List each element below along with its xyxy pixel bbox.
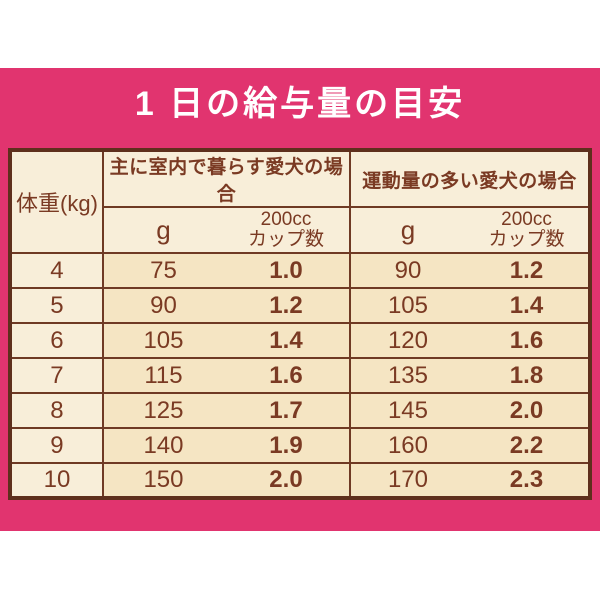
indoor-cups-cell: 1.2	[222, 287, 351, 323]
group-header-active: 運動量の多い愛犬の場合	[349, 149, 590, 207]
indoor-grams-cell: 90	[102, 287, 223, 323]
active-grams-cell: 160	[349, 427, 465, 463]
weight-cell: 9	[9, 427, 104, 463]
table-row: 10 150 2.0 170 2.3	[9, 462, 590, 498]
active-cups-cell: 1.4	[464, 287, 590, 323]
table-row: 4 75 1.0 90 1.2	[9, 252, 590, 288]
active-cups-cell: 2.0	[464, 392, 590, 428]
table-body: 4 75 1.0 90 1.2 5 90 1.2 105 1.4 6 105 1.4 120 1.6 7 115…	[9, 252, 590, 498]
active-cups-header: 200cc カップ数	[464, 206, 590, 253]
weight-cell: 4	[9, 252, 104, 288]
group-header-row: 体重(kg) 主に室内で暮らす愛犬の場合 運動量の多い愛犬の場合	[9, 149, 590, 253]
indoor-cups-header-line2: カップ数	[247, 229, 324, 250]
indoor-grams-cell: 140	[102, 427, 223, 463]
weight-cell: 5	[9, 287, 104, 323]
table-row: 5 90 1.2 105 1.4	[9, 287, 590, 323]
active-cups-header-line2: カップ数	[488, 229, 565, 250]
indoor-grams-header: g	[102, 206, 223, 253]
active-cups-cell: 2.2	[464, 427, 590, 463]
page-title: 1 日の給与量の目安	[134, 85, 466, 123]
active-grams-header: g	[349, 206, 465, 253]
unit-header-row: g 200cc カップ数 g 200cc カップ数	[10, 206, 590, 253]
table-row: 8 125 1.7 145 2.0	[9, 392, 590, 428]
indoor-cups-cell: 1.6	[222, 357, 351, 393]
active-cups-cell: 1.8	[464, 357, 590, 393]
active-cups-cell: 1.2	[464, 252, 590, 288]
indoor-cups-cell: 1.7	[222, 392, 351, 428]
indoor-cups-cell: 1.0	[222, 252, 351, 288]
indoor-grams-cell: 150	[102, 462, 223, 498]
active-cups-cell: 2.3	[464, 462, 590, 498]
top-margin	[0, 0, 600, 68]
weight-cell: 10	[9, 462, 104, 498]
feeding-amount-table: 体重(kg) 主に室内で暮らす愛犬の場合 運動量の多い愛犬の場合 g 200cc…	[7, 148, 592, 500]
active-grams-cell: 170	[349, 462, 465, 498]
indoor-cups-header: 200cc カップ数	[222, 206, 351, 253]
active-grams-cell: 90	[349, 252, 465, 288]
group-header-indoor: 主に室内で暮らす愛犬の場合	[102, 149, 351, 207]
bottom-margin	[0, 531, 600, 600]
active-cups-header-line1: 200cc	[501, 209, 552, 230]
table-row: 6 105 1.4 120 1.6	[9, 322, 590, 358]
indoor-cups-cell: 2.0	[222, 462, 351, 498]
weight-cell: 6	[9, 322, 104, 358]
indoor-grams-cell: 75	[102, 252, 223, 288]
active-grams-cell: 135	[349, 357, 465, 393]
active-cups-cell: 1.6	[464, 322, 590, 358]
weight-cell: 8	[9, 392, 104, 428]
active-grams-cell: 145	[349, 392, 465, 428]
table-row: 9 140 1.9 160 2.2	[9, 427, 590, 463]
feeding-guide-panel: 1 日の給与量の目安 体重(kg) 主に室内で暮らす愛犬の場合 運動量の多い愛犬…	[0, 68, 600, 531]
indoor-grams-cell: 115	[102, 357, 223, 393]
indoor-cups-header-line1: 200cc	[260, 209, 312, 230]
indoor-cups-cell: 1.9	[222, 427, 351, 463]
active-grams-cell: 120	[349, 322, 465, 358]
table-header: 体重(kg) 主に室内で暮らす愛犬の場合 運動量の多い愛犬の場合 g 200cc…	[9, 149, 590, 253]
weight-cell: 7	[9, 357, 104, 393]
indoor-grams-cell: 105	[102, 322, 223, 358]
active-grams-cell: 105	[349, 287, 465, 323]
indoor-grams-cell: 125	[102, 392, 223, 428]
indoor-cups-cell: 1.4	[222, 322, 351, 358]
weight-column-header: 体重(kg)	[9, 149, 104, 253]
table-row: 7 115 1.6 135 1.8	[9, 357, 590, 393]
